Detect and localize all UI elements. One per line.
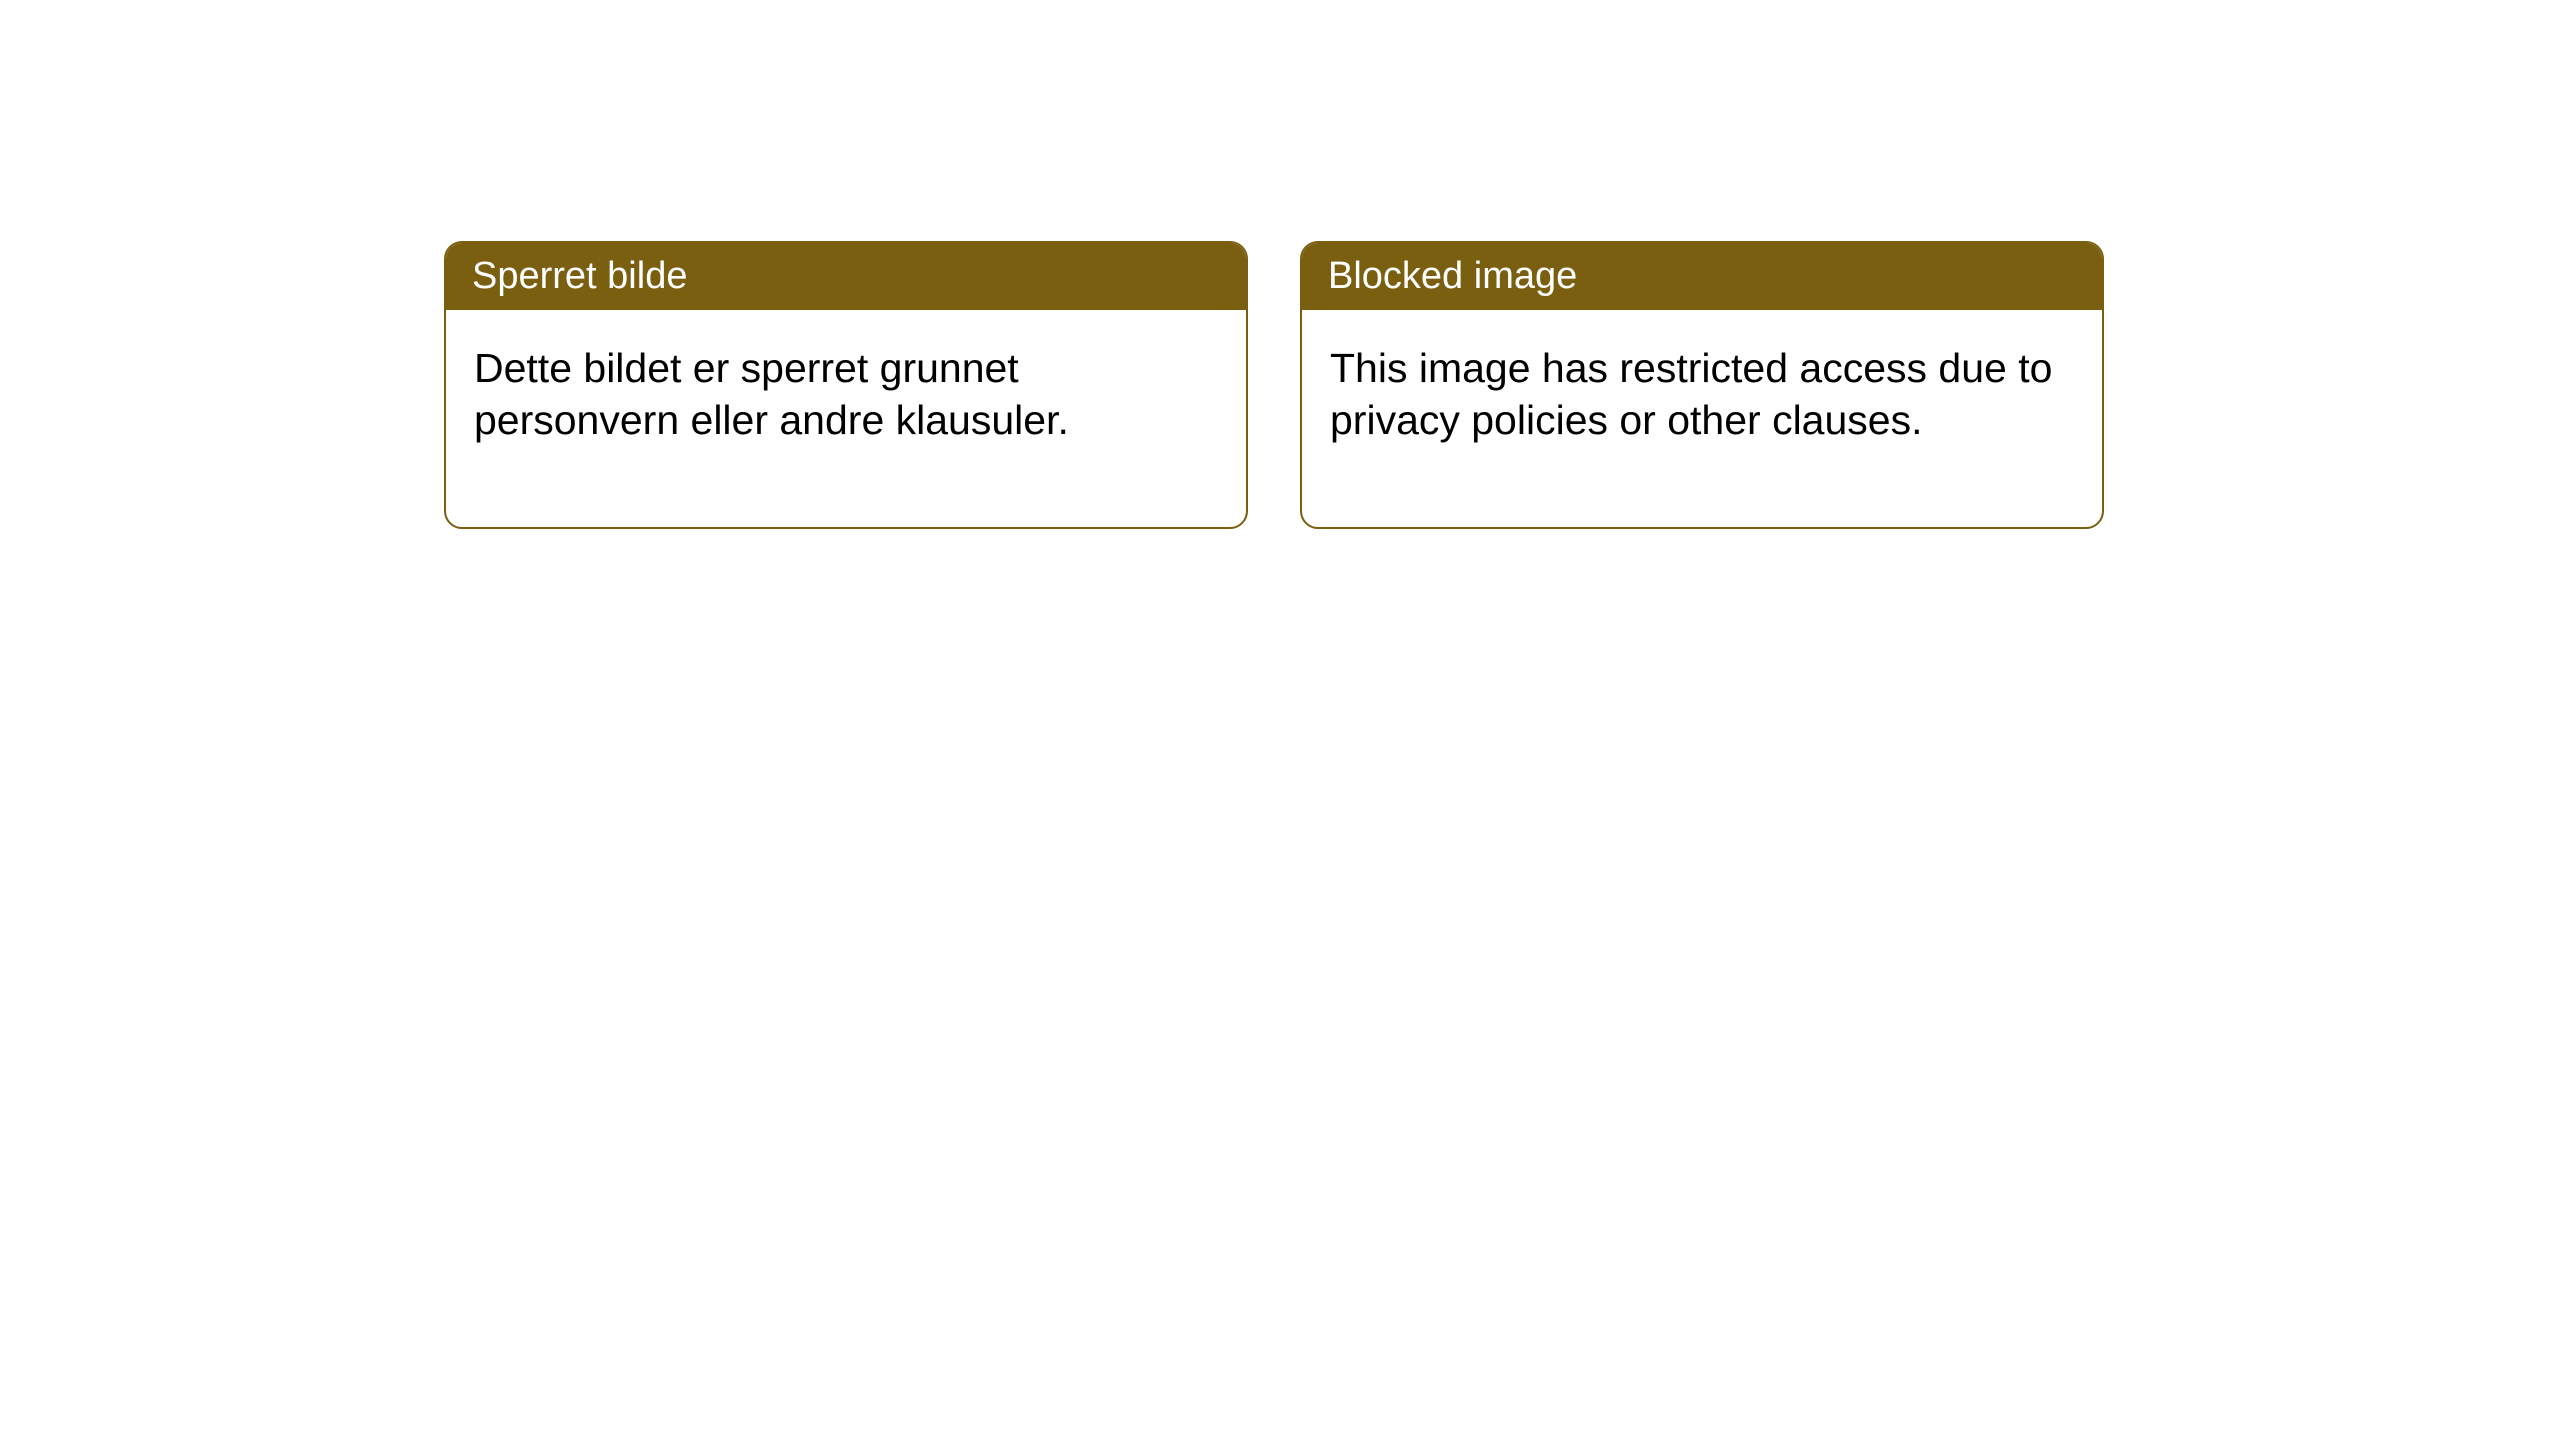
notice-title: Sperret bilde [446, 243, 1246, 310]
notice-body: This image has restricted access due to … [1302, 310, 2102, 527]
notice-title: Blocked image [1302, 243, 2102, 310]
notice-container: Sperret bilde Dette bildet er sperret gr… [0, 0, 2560, 529]
notice-card-english: Blocked image This image has restricted … [1300, 241, 2104, 529]
notice-card-norwegian: Sperret bilde Dette bildet er sperret gr… [444, 241, 1248, 529]
notice-body: Dette bildet er sperret grunnet personve… [446, 310, 1246, 527]
